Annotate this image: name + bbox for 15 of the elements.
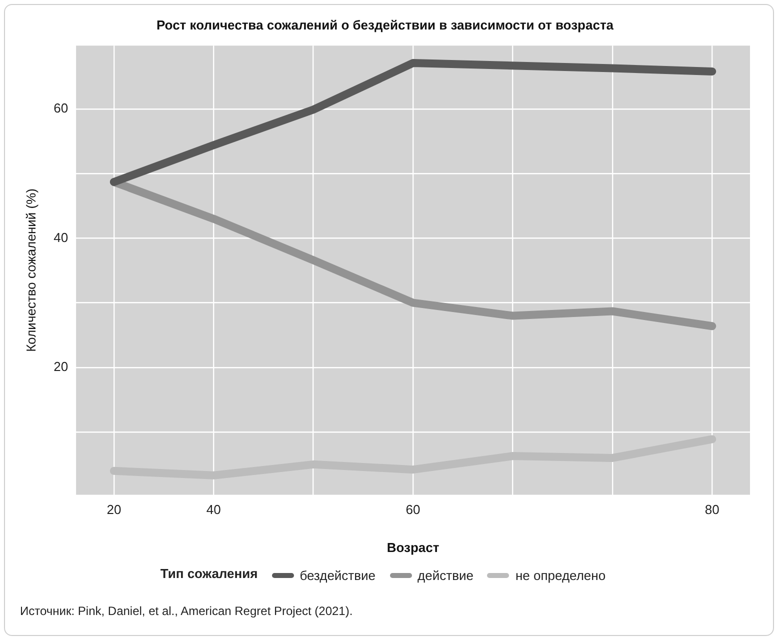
y-tick-label: 40	[54, 230, 68, 245]
x-tick-label: 20	[106, 502, 122, 518]
legend-title: Тип сожаления	[160, 566, 258, 581]
text: Источник: Pink, Daniel, et al., American Regret Project (2021).	[20, 604, 353, 618]
x-tick-label: 80	[704, 502, 720, 518]
x-axis-title: Возраст	[386, 540, 440, 555]
legend-label: действие	[418, 568, 474, 583]
legend-label: не определено	[515, 568, 606, 583]
chart-title: Рост количества сожалений о бездействии в зависимости от возраста	[156, 17, 614, 32]
x-tick-label: 60	[406, 502, 420, 518]
y-axis-title: Количество сожалений (%)	[23, 188, 38, 352]
legend-label: бездействие	[300, 568, 376, 583]
y-tick-label: 20	[54, 359, 68, 374]
x-tick-label: 40	[206, 502, 221, 518]
y-tick-label: 60	[54, 100, 68, 116]
